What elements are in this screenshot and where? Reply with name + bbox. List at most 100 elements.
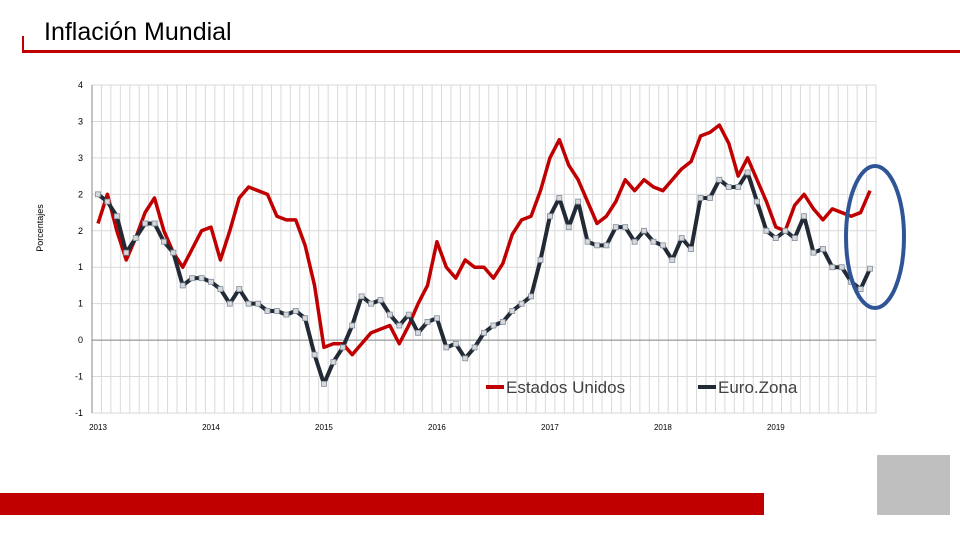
data-point <box>330 359 337 365</box>
footer-gray-box <box>877 455 950 515</box>
x-tick-label: 2019 <box>767 423 785 432</box>
data-point <box>95 191 101 198</box>
y-tick-label: 4 <box>78 80 83 90</box>
data-point <box>161 238 167 245</box>
y-axis-label: Porcentajes <box>35 204 45 252</box>
data-point <box>594 242 600 249</box>
y-tick-label: 2 <box>78 189 83 199</box>
data-point <box>302 315 309 322</box>
data-point <box>443 344 450 351</box>
data-point <box>358 293 365 300</box>
data-point <box>565 224 572 231</box>
data-point <box>641 227 647 234</box>
data-point <box>829 264 836 271</box>
data-point <box>650 238 657 245</box>
data-point <box>142 220 148 227</box>
data-point <box>189 275 196 282</box>
data-point <box>349 322 356 329</box>
data-point <box>481 329 487 336</box>
data-point <box>368 300 374 307</box>
data-point <box>801 213 807 220</box>
data-point <box>226 300 233 307</box>
data-point <box>735 184 742 190</box>
data-point <box>509 308 516 314</box>
series-estados-unidos <box>96 123 872 357</box>
data-point <box>113 213 120 220</box>
footer-red-bar <box>0 493 764 515</box>
data-point <box>452 340 459 347</box>
data-point <box>612 224 619 231</box>
data-point <box>754 198 760 205</box>
legend-label-estados-unidos: Estados Unidos <box>506 378 625 397</box>
data-point <box>377 297 384 303</box>
data-point <box>264 308 271 314</box>
y-tick-label: 3 <box>78 116 83 126</box>
data-point <box>123 249 130 256</box>
title-accent-tick <box>22 36 24 53</box>
y-tick-label: -1 <box>75 408 83 418</box>
x-tick-label: 2015 <box>315 423 333 432</box>
legend-label-euro-zona: Euro.Zona <box>718 378 798 397</box>
data-point <box>584 238 591 245</box>
data-point <box>725 184 732 190</box>
data-point <box>707 195 713 201</box>
data-point <box>603 242 610 249</box>
data-point <box>179 282 186 289</box>
data-point <box>424 318 431 325</box>
title-underline <box>22 50 960 53</box>
x-tick-label: 2014 <box>202 423 220 432</box>
data-point <box>245 300 252 307</box>
data-point <box>556 195 563 201</box>
data-point <box>151 220 158 227</box>
x-tick-label: 2016 <box>428 423 446 432</box>
data-point <box>208 278 214 285</box>
data-point <box>622 224 629 231</box>
data-point <box>518 300 525 307</box>
data-point <box>104 198 111 205</box>
data-point <box>631 238 638 245</box>
data-point <box>857 286 864 292</box>
data-point <box>763 227 770 234</box>
data-point <box>396 322 403 329</box>
data-point <box>791 235 798 241</box>
data-point <box>659 242 666 249</box>
data-point <box>697 195 704 201</box>
data-point <box>170 249 177 256</box>
data-point <box>490 322 497 329</box>
data-point <box>716 176 723 183</box>
y-tick-label: 1 <box>78 299 83 309</box>
chart-grid <box>91 84 877 414</box>
data-point <box>537 257 544 263</box>
data-point <box>273 308 280 314</box>
data-point <box>434 315 440 322</box>
data-point <box>132 235 139 241</box>
data-point <box>669 257 676 263</box>
data-point <box>283 311 290 318</box>
data-point <box>292 308 299 314</box>
x-tick-label: 2013 <box>89 423 107 432</box>
data-point <box>462 355 469 362</box>
highlight-ellipse <box>844 164 906 310</box>
y-tick-label: 1 <box>78 262 83 272</box>
data-point <box>386 311 393 318</box>
y-tick-label: 2 <box>78 226 83 236</box>
data-point <box>782 227 789 234</box>
data-point <box>547 213 553 220</box>
data-point <box>528 293 534 300</box>
data-point <box>471 344 478 351</box>
data-point <box>838 264 845 271</box>
page-title: Inflación Mundial <box>44 18 232 46</box>
series-line <box>96 123 872 357</box>
data-point <box>217 286 224 292</box>
data-point <box>772 235 779 241</box>
data-point <box>321 380 327 387</box>
data-point <box>236 286 243 292</box>
data-point <box>575 198 582 205</box>
data-point <box>255 300 261 307</box>
chart-axes: -1 -1 0 1 1 2 2 3 3 4 2013 2014 2015 2016 2017 2018 2019 <box>75 80 876 432</box>
data-point <box>810 249 817 256</box>
data-point <box>820 246 826 252</box>
x-tick-label: 2017 <box>541 423 559 432</box>
y-tick-label: 3 <box>78 153 83 163</box>
